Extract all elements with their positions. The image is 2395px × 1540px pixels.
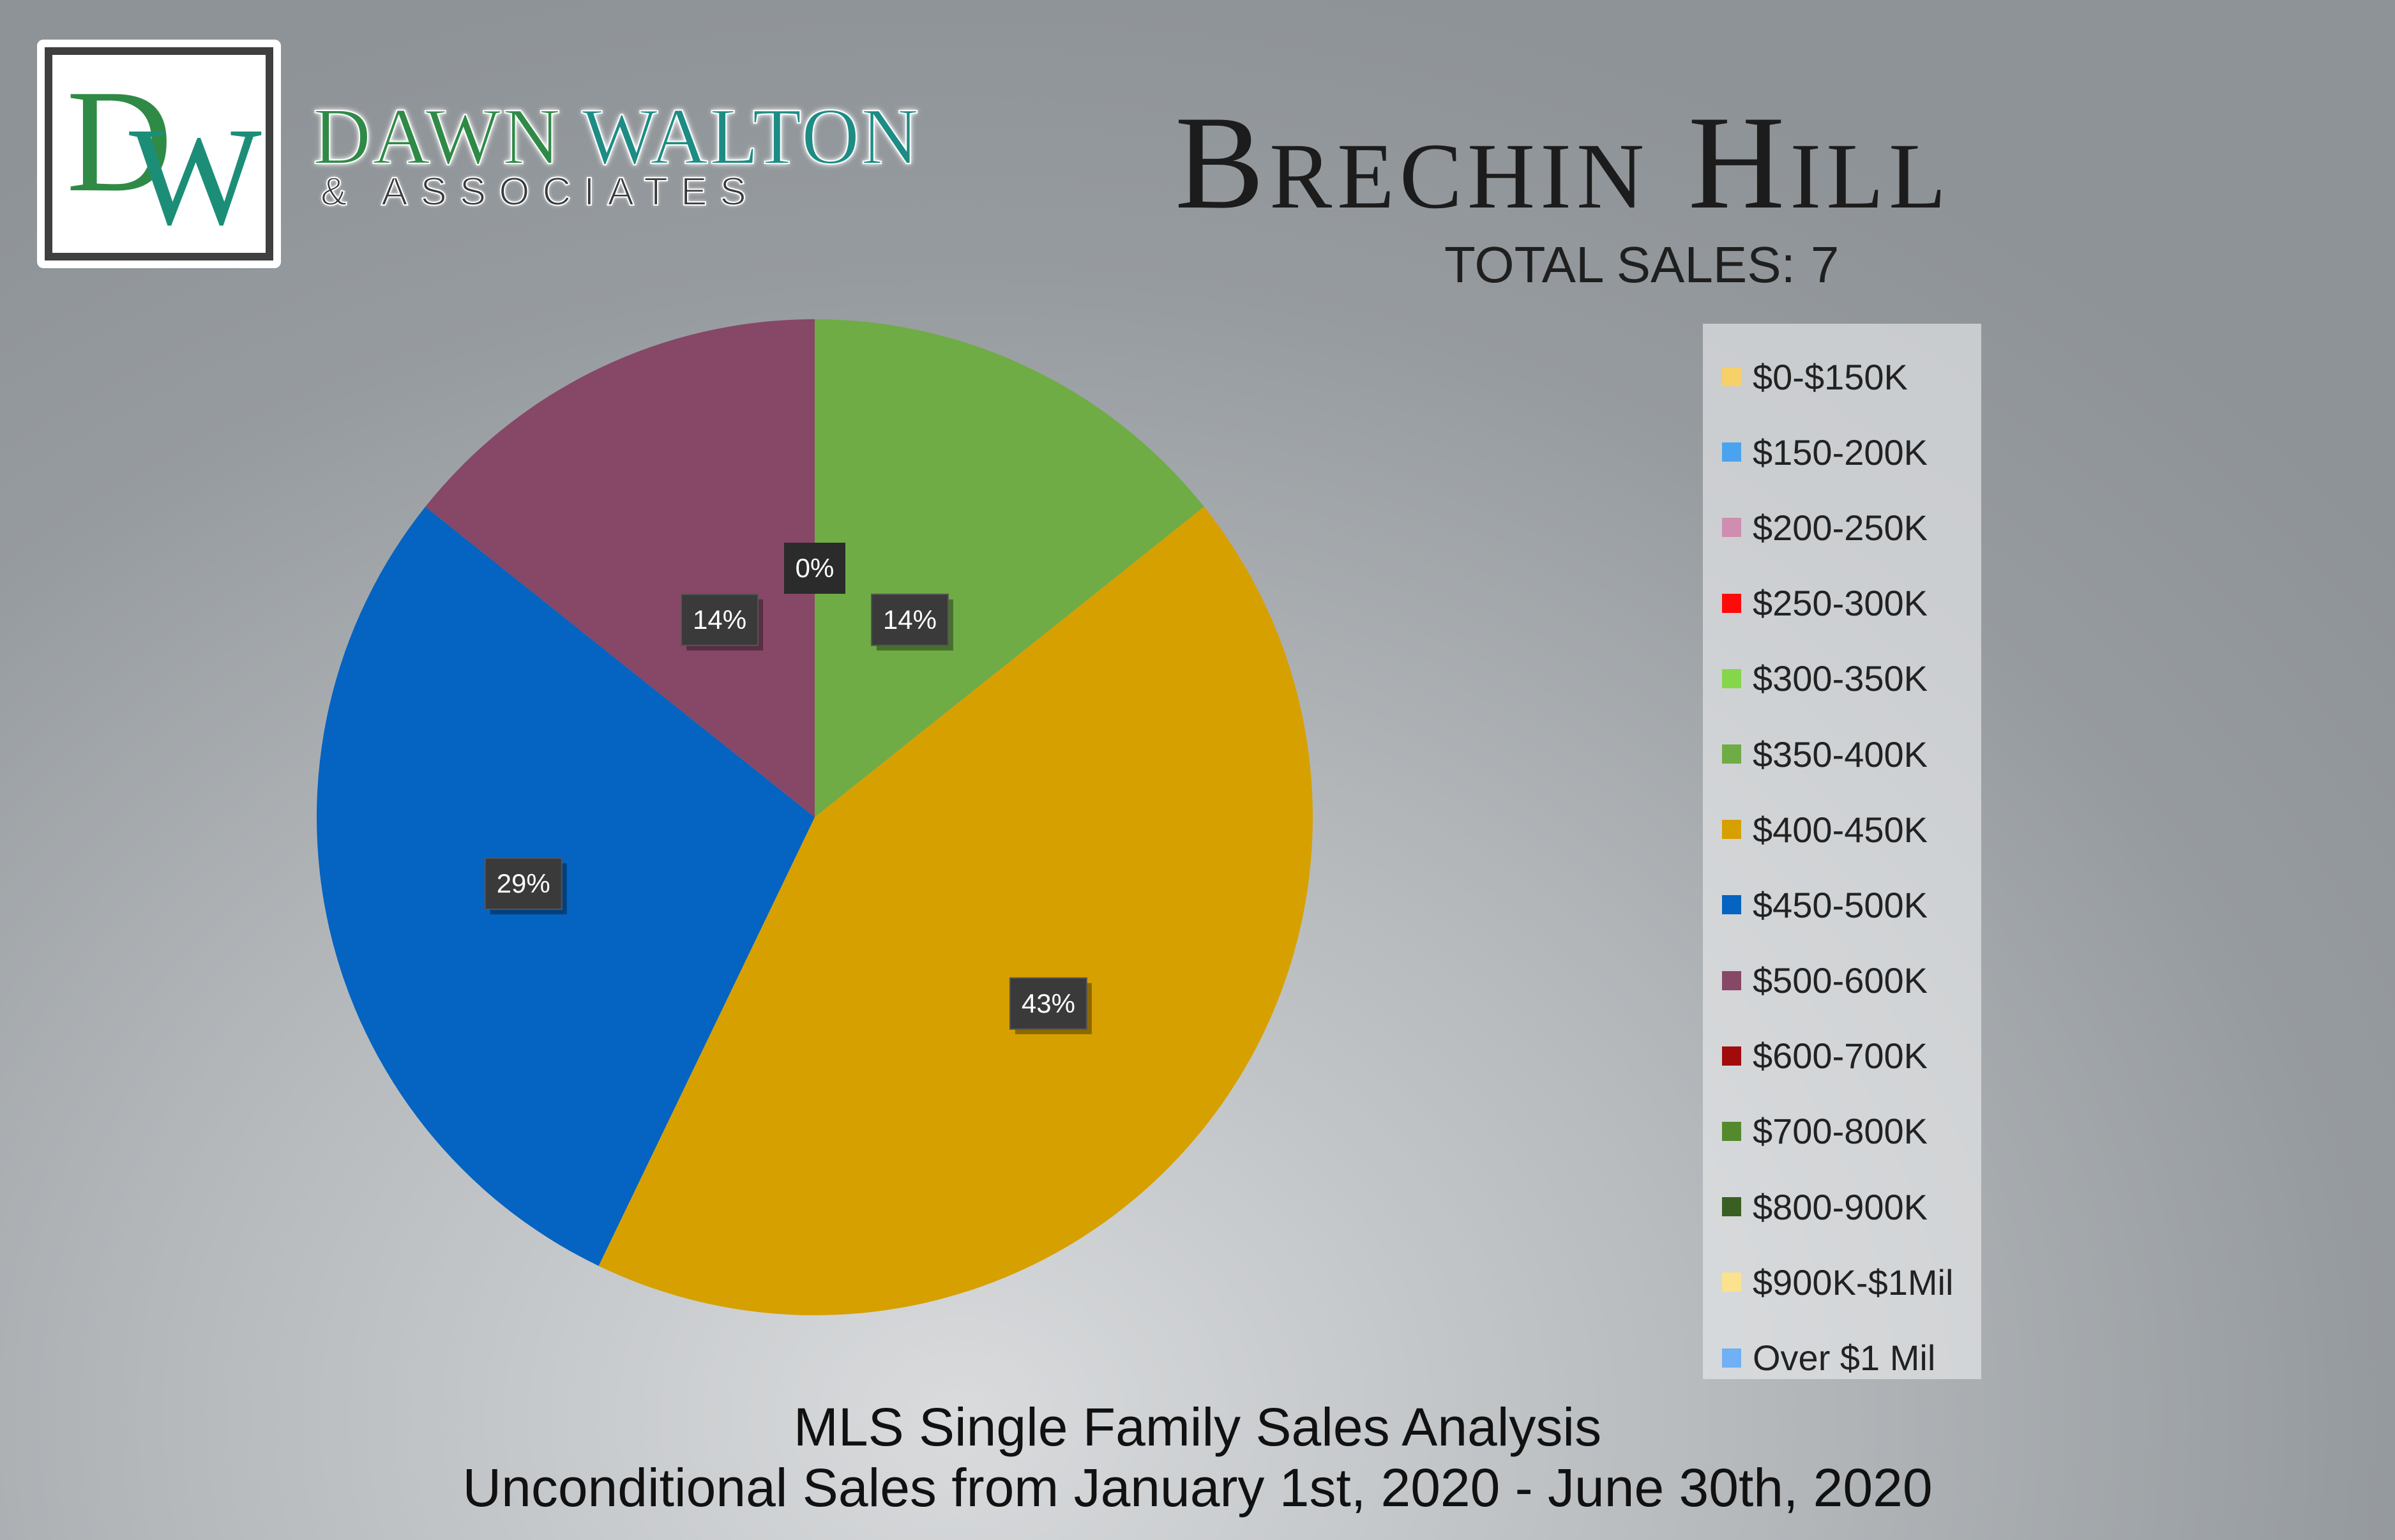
legend-item: $400-450K <box>1703 792 1981 867</box>
company-logo: D W <box>37 40 281 268</box>
legend-swatch <box>1722 1348 1741 1368</box>
pie-data-label: 14% <box>870 593 953 651</box>
footer-subtitle: MLS Single Family Sales Analysis <box>793 1397 1602 1457</box>
legend-swatch <box>1722 668 1741 688</box>
pie-slice <box>598 506 1313 1316</box>
legend-label: $400-450K <box>1753 809 1928 850</box>
legend-item: $350-400K <box>1703 716 1981 792</box>
legend-swatch <box>1722 1046 1741 1066</box>
pie-data-label-text: 0% <box>796 553 835 583</box>
legend-swatch <box>1722 593 1741 613</box>
legend-swatch <box>1722 1121 1741 1141</box>
brand-name: DAWN WALTON <box>312 96 920 178</box>
legend-label: $250-300K <box>1753 583 1928 624</box>
logo-monogram-d: D <box>66 59 173 222</box>
legend-swatch <box>1722 1272 1741 1292</box>
footer-date-range: Unconditional Sales from January 1st, 20… <box>462 1458 1933 1518</box>
legend-swatch <box>1722 744 1741 764</box>
legend-label: $0-$150K <box>1753 356 1908 397</box>
legend-item: $700-800K <box>1703 1094 1981 1169</box>
pie-data-label: 14% <box>681 593 764 651</box>
pie-data-label-box <box>1009 977 1087 1030</box>
brand-name-dawn: DAWN <box>312 93 562 181</box>
total-sales: TOTAL SALES: 7 <box>1444 239 1839 291</box>
legend-item: $800-900K <box>1703 1169 1981 1244</box>
pie-data-label-text: 14% <box>883 605 937 635</box>
legend-swatch <box>1722 895 1741 915</box>
legend-label: $300-350K <box>1753 658 1928 699</box>
pie-data-label-box <box>784 543 845 594</box>
legend-label: $900K-$1Mil <box>1753 1262 1954 1302</box>
legend-label: $150-200K <box>1753 432 1928 472</box>
pie-data-label-text: 29% <box>497 868 550 898</box>
legend-item: $200-250K <box>1703 490 1981 565</box>
legend-label: $450-500K <box>1753 884 1928 925</box>
legend-label: $800-900K <box>1753 1186 1928 1227</box>
pie-slice <box>425 319 815 817</box>
pie-data-label: 29% <box>484 857 567 915</box>
legend-label: $700-800K <box>1753 1111 1928 1152</box>
legend-item: $0-$150K <box>1703 339 1981 414</box>
pie-slice <box>815 319 1204 817</box>
pie-data-label-box <box>870 593 949 646</box>
pie-data-label-box <box>681 593 759 646</box>
legend-item: $450-500K <box>1703 867 1981 942</box>
legend-swatch <box>1722 1197 1741 1217</box>
pie-data-label-box <box>484 857 563 910</box>
legend-item: $500-600K <box>1703 943 1981 1018</box>
legend-swatch <box>1722 442 1741 462</box>
legend-item: $300-350K <box>1703 641 1981 716</box>
legend-swatch <box>1722 970 1741 990</box>
legend-item: $600-700K <box>1703 1018 1981 1094</box>
legend-swatch <box>1722 820 1741 840</box>
legend-label: $500-600K <box>1753 960 1928 1001</box>
legend-swatch <box>1722 518 1741 538</box>
legend-item: $250-300K <box>1703 566 1981 641</box>
legend-label: $600-700K <box>1753 1036 1928 1076</box>
pie-slice <box>316 506 815 1266</box>
pie-data-label: 43% <box>1009 977 1092 1034</box>
chart-legend: $0-$150K $150-200K $200-250K $250-300K $300-… <box>1703 324 1981 1379</box>
pie-data-label-text: 43% <box>1022 988 1075 1018</box>
logo-monogram-frame: D W <box>45 47 273 260</box>
pie-data-label: 0% <box>784 543 845 594</box>
legend-item: $150-200K <box>1703 414 1981 490</box>
legend-swatch <box>1722 367 1741 387</box>
legend-label: Over $1 Mil <box>1753 1338 1936 1378</box>
logo-monogram-w: W <box>129 98 262 254</box>
pie-data-labels: 14% 43% 29% 14% 0% <box>484 543 1092 1034</box>
pie-slices <box>316 319 1313 1316</box>
legend-label: $200-250K <box>1753 507 1928 548</box>
page-title: Brechin Hill <box>1175 89 1951 237</box>
total-sales-value: 7 <box>1810 236 1840 293</box>
legend-item: Over $1 Mil <box>1703 1320 1981 1395</box>
legend-label: $350-400K <box>1753 734 1928 774</box>
brand-subtitle: & ASSOCIATES <box>320 170 759 214</box>
total-sales-label: TOTAL SALES: <box>1444 236 1795 293</box>
legend-item: $900K-$1Mil <box>1703 1244 1981 1320</box>
pie-data-label-text: 14% <box>693 605 746 635</box>
brand-name-walton: WALTON <box>581 93 921 181</box>
